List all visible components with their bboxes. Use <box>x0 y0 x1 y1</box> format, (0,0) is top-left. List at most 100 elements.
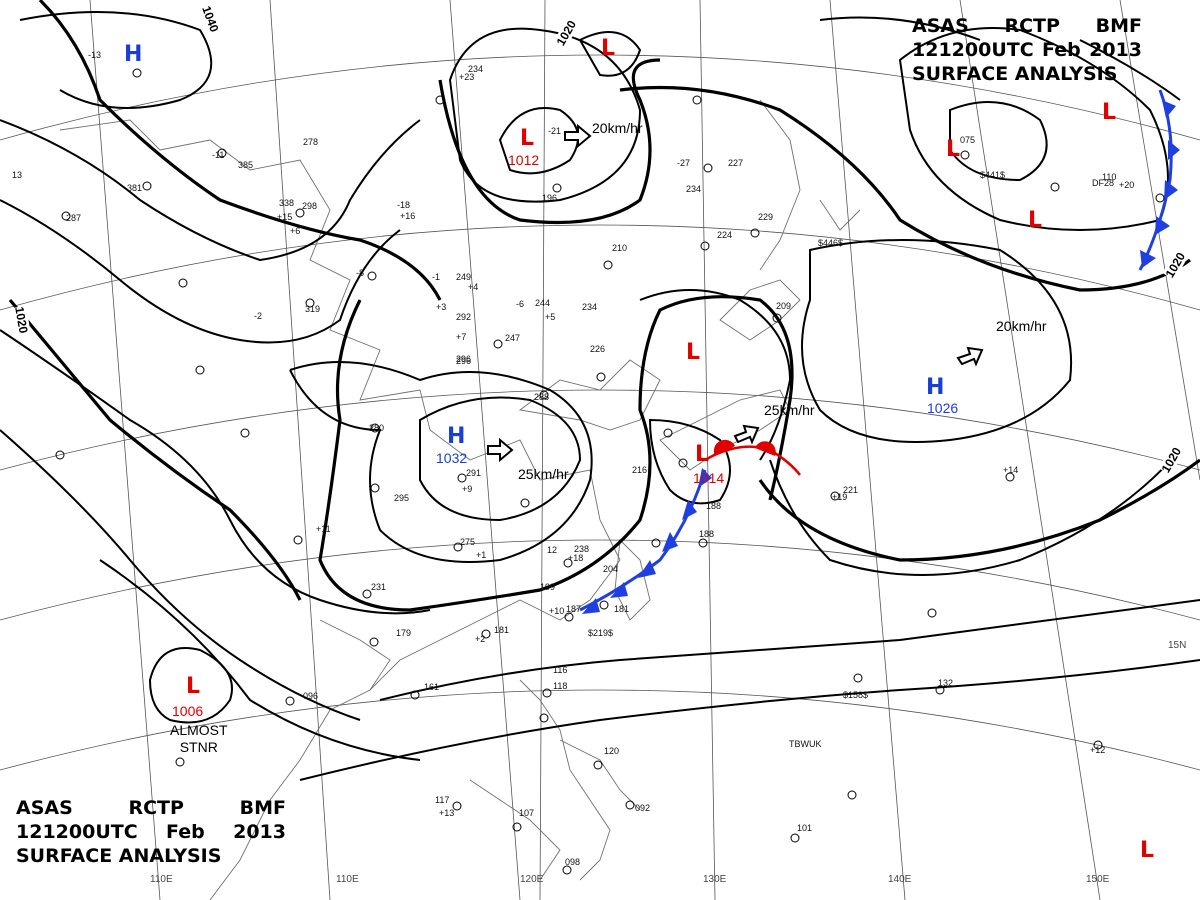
station-value: +15 <box>277 212 293 222</box>
bold-isobars <box>8 0 1200 612</box>
station-value: 096 <box>303 691 319 701</box>
station-value: +16 <box>400 211 416 221</box>
motion-label: 25km/hr <box>518 466 569 482</box>
latitude-label: 15N <box>1168 640 1187 651</box>
station-value: 247 <box>505 333 521 343</box>
station-value: 118 <box>553 681 568 691</box>
low-pressure-symbol: L <box>1140 838 1155 863</box>
cold-front-pip <box>682 500 697 520</box>
header-month: Feb <box>1042 39 1081 61</box>
header-station: RCTP <box>1004 15 1060 37</box>
chart-header-top: ASAS RCTP BMF 121200UTC Feb 2013 SURFACE ANA… <box>912 14 1142 86</box>
cold-front-pip <box>582 598 600 614</box>
station-value: +6 <box>290 226 301 236</box>
high-pressure-symbol: H <box>124 42 143 67</box>
station-value: 110 <box>1102 172 1117 182</box>
station-value: 292 <box>456 312 472 322</box>
station-value: 075 <box>960 135 976 145</box>
station-value: -27 <box>677 158 691 168</box>
station-value: 117 <box>435 795 450 805</box>
station-value: 291 <box>466 468 482 478</box>
station-value: +5 <box>545 312 556 322</box>
station-value: -1 <box>432 272 441 282</box>
cold-front-pip <box>1140 250 1156 268</box>
station-value: +13 <box>439 808 455 818</box>
station-value: 231 <box>371 582 387 592</box>
motion-arrow <box>733 424 760 445</box>
low-pressure-symbol: L <box>695 442 710 467</box>
station-value: 287 <box>66 213 82 223</box>
station-value: 319 <box>305 304 321 314</box>
longitude-label: 140E <box>888 874 912 885</box>
station-value: 116 <box>553 665 568 675</box>
motion-label: 20km/hr <box>996 318 1047 334</box>
station-value: 238 <box>574 544 590 554</box>
header-title: SURFACE ANALYSIS <box>16 845 222 867</box>
station-value: +2 <box>475 634 486 644</box>
station-value: 226 <box>590 344 606 354</box>
header-time: 121200UTC <box>16 821 138 843</box>
station-value: 296 <box>456 354 472 364</box>
station-value: 181 <box>494 625 510 635</box>
station-value: 120 <box>604 746 620 756</box>
motion-label: 20km/hr <box>592 120 643 136</box>
station-value: 161 <box>424 682 440 692</box>
cold-front-pip <box>662 532 678 552</box>
low-pressure-symbol: L <box>601 36 616 61</box>
station-value: 234 <box>686 184 702 194</box>
station-value: +10 <box>549 606 565 616</box>
longitude-label: 150E <box>1086 874 1110 885</box>
warm-front-pip <box>713 439 735 456</box>
station-value: 216 <box>632 465 648 475</box>
station-value: -6 <box>516 299 525 309</box>
station-plots <box>55 68 1165 875</box>
chart-header-bottom: ASAS RCTP BMF 121200UTC Feb 2013 SURFACE ANA… <box>16 796 286 868</box>
station-marker: TBWUK <box>789 739 822 749</box>
motion-arrow <box>487 437 514 463</box>
cold-front-pip <box>698 468 712 488</box>
low-pressure-symbol: L <box>1102 100 1117 125</box>
high-pressure-value: 1026 <box>927 400 959 416</box>
station-value: +14 <box>1003 465 1019 475</box>
station-value: +7 <box>456 332 467 342</box>
motion-arrow <box>956 346 984 367</box>
station-value: -21 <box>548 126 562 136</box>
station-value: 296 <box>456 356 472 366</box>
low-pressure-value: 1012 <box>508 152 540 168</box>
station-marker: $158$ <box>843 690 869 700</box>
station-value: 234 <box>468 64 484 74</box>
warm-front <box>704 439 801 476</box>
station-value: 179 <box>396 628 412 638</box>
station-value: +11 <box>316 524 331 534</box>
station-value: -8 <box>356 268 365 278</box>
station-value: +9 <box>462 484 473 494</box>
header-month: Feb <box>166 821 205 843</box>
station-marker: $446$ <box>818 238 844 248</box>
station-value: 188 <box>706 501 722 511</box>
station-value: 196 <box>542 193 558 203</box>
header-code: BMF <box>239 797 286 819</box>
station-value: 280 <box>369 423 385 433</box>
station-value: 210 <box>612 243 628 253</box>
low-pressure-value: 1006 <box>172 703 204 719</box>
station-marker: DF28 <box>1092 178 1115 188</box>
header-year: 2013 <box>1089 39 1142 61</box>
station-value: 227 <box>728 158 744 168</box>
cold-front-pip <box>610 582 628 598</box>
low-pressure-symbol: L <box>1028 208 1043 233</box>
header-code: BMF <box>1095 15 1142 37</box>
high-pressure-value: 1032 <box>436 450 468 466</box>
station-marker: $219$ <box>588 628 614 638</box>
station-value: +19 <box>832 492 848 502</box>
station-value: 288 <box>534 392 550 402</box>
header-year: 2013 <box>233 821 286 843</box>
station-value: 092 <box>635 803 651 813</box>
stationary-note: ALMOST STNR <box>170 722 228 756</box>
station-value: 221 <box>843 485 859 495</box>
station-value: 385 <box>238 160 254 170</box>
station-value: +1 <box>476 550 487 560</box>
coastline <box>59 99 861 900</box>
station-value: 295 <box>394 493 410 503</box>
